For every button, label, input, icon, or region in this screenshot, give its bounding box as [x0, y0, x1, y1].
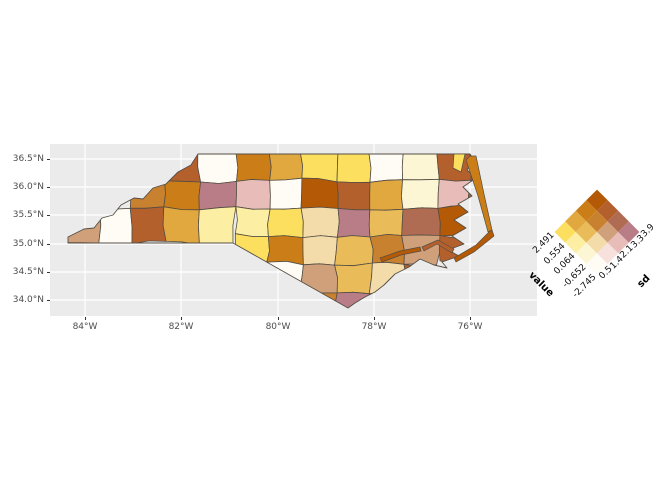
- x-axis-tick-mark: [470, 316, 471, 320]
- county-polygon: [300, 206, 340, 238]
- x-axis-tick-mark: [85, 316, 86, 320]
- county-polygon: [299, 154, 339, 183]
- county-polygon: [334, 262, 373, 295]
- county-polygon: [437, 205, 476, 237]
- county-polygon: [437, 178, 472, 209]
- county-polygon: [235, 154, 272, 182]
- county-polygon: [368, 208, 404, 238]
- county-polygon: [336, 208, 371, 238]
- x-axis-tick-label: 80°W: [265, 322, 291, 332]
- county-polygon: [197, 206, 237, 246]
- x-axis-tick-mark: [374, 316, 375, 320]
- county-layer: [68, 154, 476, 308]
- county-polygon: [302, 235, 338, 266]
- y-axis-tick-mark: [46, 244, 50, 245]
- y-axis-tick-mark: [46, 215, 50, 216]
- x-axis-tick-label: 78°W: [361, 322, 387, 332]
- county-polygon: [162, 206, 200, 246]
- county-polygon: [336, 154, 372, 183]
- y-axis-tick-label: 34.0°N: [12, 295, 44, 305]
- county-polygon: [267, 207, 304, 238]
- y-axis-tick-label: 35.0°N: [12, 239, 44, 249]
- y-axis-tick-mark: [46, 187, 50, 188]
- state-outline: [67, 153, 477, 309]
- county-polygon: [299, 263, 338, 294]
- coastal-feature: [453, 229, 495, 263]
- x-axis-tick-label: 82°W: [168, 322, 194, 332]
- y-axis-tick-mark: [46, 272, 50, 273]
- county-polygon: [400, 178, 440, 210]
- y-axis-tick-label: 35.5°N: [12, 210, 44, 220]
- county-polygon: [129, 206, 167, 244]
- nc-county-map: [50, 144, 537, 316]
- x-axis-tick-label: 84°W: [72, 322, 98, 332]
- coastal-feature: [421, 239, 455, 254]
- county-polygon: [334, 235, 374, 267]
- coastal-feature: [452, 153, 466, 173]
- y-axis-tick-label: 36.5°N: [12, 154, 44, 164]
- county-polygon: [266, 235, 304, 266]
- y-axis-tick-label: 34.5°N: [12, 267, 44, 277]
- county-polygon: [164, 154, 202, 183]
- y-axis-tick-label: 36.0°N: [12, 182, 44, 192]
- county-polygon: [235, 179, 271, 210]
- y-axis-tick-mark: [46, 159, 50, 160]
- county-polygon: [163, 180, 202, 211]
- county-polygon: [368, 154, 404, 183]
- county-polygon: [369, 179, 404, 211]
- county-polygon: [198, 181, 237, 211]
- county-polygon: [234, 206, 271, 237]
- county-polygon: [232, 233, 270, 267]
- legend-sd-title: sd: [635, 272, 653, 291]
- x-axis-tick-label: 76°W: [457, 322, 483, 332]
- y-axis-tick-mark: [46, 300, 50, 301]
- county-polygon: [300, 177, 339, 209]
- county-polygon: [401, 207, 441, 236]
- x-axis-tick-mark: [278, 316, 279, 320]
- coastal-feature: [379, 246, 422, 263]
- x-axis-tick-mark: [181, 316, 182, 320]
- county-polygon: [266, 261, 304, 293]
- legend-sd-break-label: 3.9: [639, 222, 657, 240]
- county-polygon: [368, 261, 408, 295]
- county-polygon: [197, 154, 239, 184]
- county-polygon: [336, 181, 371, 211]
- county-polygon: [269, 177, 303, 210]
- county-polygon: [403, 263, 433, 290]
- county-polygon: [401, 154, 440, 181]
